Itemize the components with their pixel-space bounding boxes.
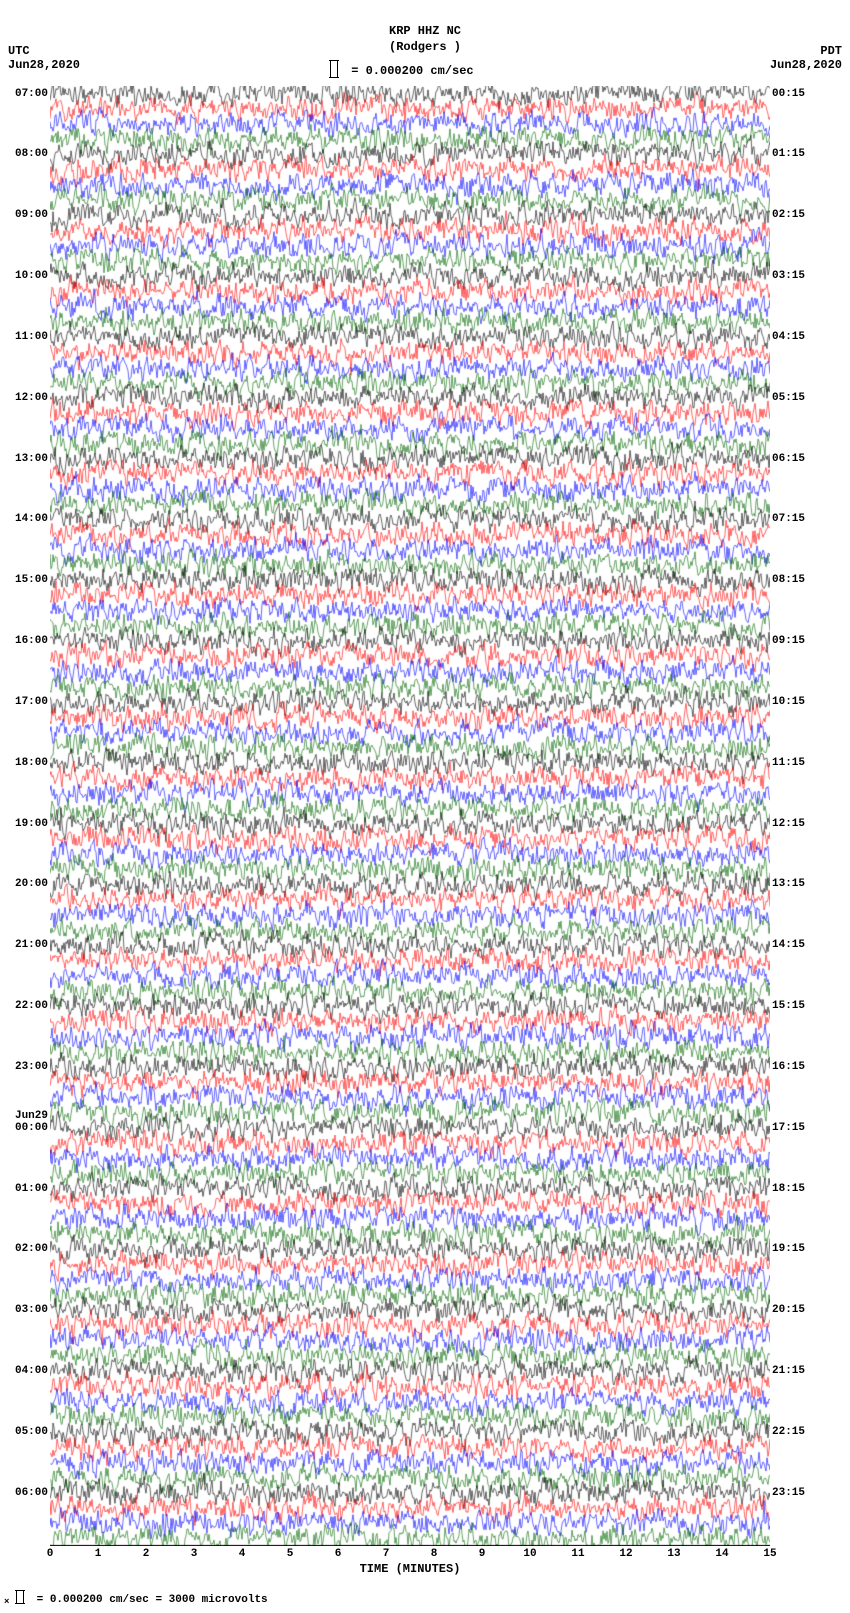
station-subtitle: (Rodgers ): [389, 40, 461, 54]
x-tick: 7: [383, 1548, 390, 1560]
right-hour-label: 13:15: [772, 878, 805, 890]
right-hour-label: 02:15: [772, 209, 805, 221]
right-hour-label: 03:15: [772, 270, 805, 282]
left-hour-label: 03:00: [15, 1304, 48, 1316]
left-hour-label: 23:00: [15, 1061, 48, 1073]
left-hour-label: 18:00: [15, 757, 48, 769]
right-hour-label: 14:15: [772, 939, 805, 951]
right-hour-label: 23:15: [772, 1487, 805, 1499]
right-hour-label: 22:15: [772, 1426, 805, 1438]
right-hour-label: 21:15: [772, 1365, 805, 1377]
right-hour-label: 10:15: [772, 696, 805, 708]
left-hour-label: 22:00: [15, 1000, 48, 1012]
right-hour-label: 17:15: [772, 1122, 805, 1134]
x-tick: 13: [667, 1548, 680, 1560]
left-hour-label: 09:00: [15, 209, 48, 221]
left-hour-label: 05:00: [15, 1426, 48, 1438]
scale-value: = 0.000200 cm/sec: [351, 64, 473, 78]
right-hour-label: 15:15: [772, 1000, 805, 1012]
left-hour-label: 02:00: [15, 1243, 48, 1255]
left-hour-label: 17:00: [15, 696, 48, 708]
right-hour-label: 12:15: [772, 818, 805, 830]
footer-text: = 0.000200 cm/sec = 3000 microvolts: [37, 1594, 268, 1606]
x-tick: 1: [95, 1548, 102, 1560]
x-tick: 6: [335, 1548, 342, 1560]
x-tick: 10: [523, 1548, 536, 1560]
x-tick: 8: [431, 1548, 438, 1560]
right-hour-label: 20:15: [772, 1304, 805, 1316]
x-tick: 0: [47, 1548, 54, 1560]
left-hour-label: 15:00: [15, 574, 48, 586]
right-hour-label: 07:15: [772, 513, 805, 525]
left-timezone: UTC: [8, 44, 30, 58]
left-hour-label: 00:00: [15, 1122, 48, 1134]
x-axis-label: TIME (MINUTES): [360, 1562, 461, 1576]
right-hour-label: 11:15: [772, 757, 805, 769]
right-hour-labels: 00:15 01:15 02:15 03:15 04:15 05:15 06:15 07:15…: [772, 86, 822, 1546]
left-hour-label: 16:00: [15, 635, 48, 647]
right-hour-label: 00:15: [772, 88, 805, 100]
left-hour-label: 14:00: [15, 513, 48, 525]
right-hour-label: 06:15: [772, 453, 805, 465]
x-tick: 11: [571, 1548, 584, 1560]
x-tick: 15: [763, 1548, 776, 1560]
left-hour-label: 11:00: [15, 331, 48, 343]
right-hour-label: 19:15: [772, 1243, 805, 1255]
right-hour-label: 05:15: [772, 392, 805, 404]
right-hour-label: 01:15: [772, 148, 805, 160]
x-tick: 2: [143, 1548, 150, 1560]
right-timezone: PDT: [820, 44, 842, 58]
left-hour-label: 06:00: [15, 1487, 48, 1499]
left-hour-label: 08:00: [15, 148, 48, 160]
x-tick: 5: [287, 1548, 294, 1560]
left-hour-label: 19:00: [15, 818, 48, 830]
left-hour-label: 04:00: [15, 1365, 48, 1377]
x-tick: 9: [479, 1548, 486, 1560]
left-hour-label: 10:00: [15, 270, 48, 282]
footer-scale-bar-icon: [16, 1590, 24, 1604]
scale-bar-icon: [330, 60, 338, 78]
left-midnight-date: Jun29: [15, 1110, 48, 1122]
right-hour-label: 18:15: [772, 1183, 805, 1195]
x-tick: 4: [239, 1548, 246, 1560]
x-tick: 12: [619, 1548, 632, 1560]
right-date: Jun28,2020: [770, 58, 842, 72]
left-date: Jun28,2020: [8, 58, 80, 72]
station-title: KRP HHZ NC: [389, 24, 461, 38]
left-hour-label: 12:00: [15, 392, 48, 404]
x-tick: 14: [715, 1548, 728, 1560]
left-hour-label: 07:00: [15, 88, 48, 100]
left-hour-label: 21:00: [15, 939, 48, 951]
right-hour-label: 04:15: [772, 331, 805, 343]
left-hour-labels: 07:00 08:00 09:00 10:00 11:00 12:00 13:00 14:00…: [0, 86, 48, 1546]
left-hour-label: 01:00: [15, 1183, 48, 1195]
helicorder-plot: [50, 86, 770, 1546]
right-hour-label: 16:15: [772, 1061, 805, 1073]
x-tick: 3: [191, 1548, 198, 1560]
left-hour-label: 20:00: [15, 878, 48, 890]
left-hour-label: 13:00: [15, 453, 48, 465]
right-hour-label: 09:15: [772, 635, 805, 647]
right-hour-label: 08:15: [772, 574, 805, 586]
